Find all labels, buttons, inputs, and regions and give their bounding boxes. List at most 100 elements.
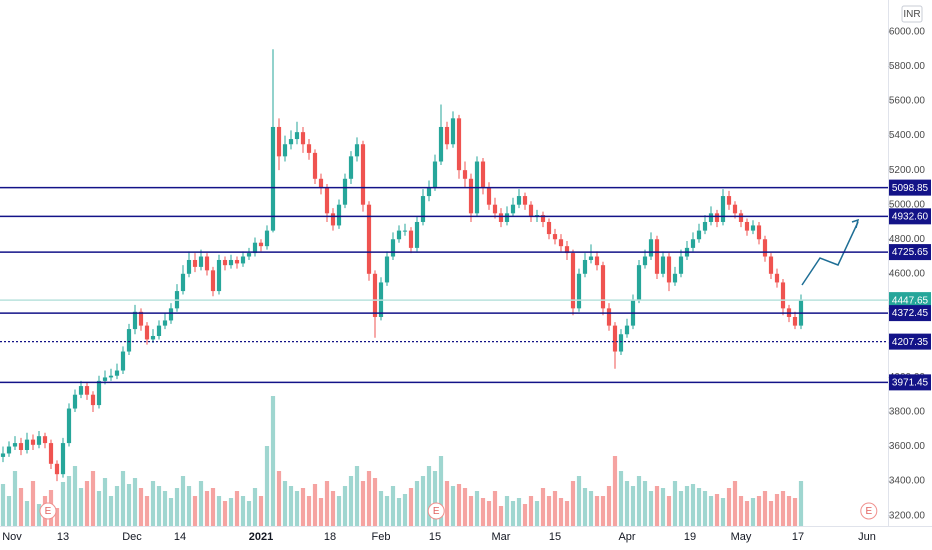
volume-bar <box>660 488 666 526</box>
candle-body <box>732 204 738 214</box>
candle-body <box>180 273 186 292</box>
candle-body <box>276 126 282 157</box>
candle-body <box>342 178 348 205</box>
volume-bar <box>132 478 138 526</box>
volume-bar <box>756 496 762 526</box>
volume-bar <box>564 501 570 526</box>
volume-bar <box>738 496 744 526</box>
x-tick-label: May <box>731 531 752 543</box>
candle-body <box>504 213 510 222</box>
volume-bar <box>678 491 684 526</box>
candle-body <box>6 446 12 454</box>
volume-bar <box>570 481 576 526</box>
volume-bar <box>150 481 156 526</box>
volume-bar <box>66 476 72 526</box>
candle-body <box>510 204 516 214</box>
volume-bar <box>366 471 372 526</box>
candle-body <box>714 213 720 222</box>
candle-body <box>426 187 432 197</box>
volume-bar <box>174 488 180 526</box>
volume-bar <box>618 471 624 526</box>
currency: INR <box>903 9 920 20</box>
volume-bar <box>552 491 558 526</box>
x-tick-label: 13 <box>57 531 69 543</box>
volume-bar <box>294 491 300 526</box>
candle-body <box>18 443 24 450</box>
candle-body <box>246 253 252 257</box>
candle-body <box>120 351 126 371</box>
candle-body <box>138 311 144 326</box>
candle-body <box>144 325 150 340</box>
candle-body <box>654 239 660 274</box>
volume-bar <box>426 466 432 526</box>
volume-bar <box>270 396 276 526</box>
candle-body <box>204 256 210 271</box>
price-label: 4372.45 <box>892 308 929 319</box>
volume-bar <box>252 488 258 526</box>
candle-body <box>78 386 84 395</box>
volume-bar <box>138 488 144 526</box>
volume-bar <box>72 466 78 526</box>
price-label-box <box>889 305 931 322</box>
volume-bar <box>450 486 456 526</box>
volume-bar <box>534 501 540 526</box>
candle-body <box>612 325 618 352</box>
volume-bar <box>222 501 228 526</box>
volume-bar <box>750 498 756 526</box>
candle-body <box>564 246 570 254</box>
volume-bar <box>24 501 30 526</box>
x-tick-label: 2021 <box>249 531 273 543</box>
event-label: E <box>45 506 52 517</box>
candle-body <box>336 204 342 226</box>
volume-bar <box>186 486 192 526</box>
candle-body <box>114 370 120 376</box>
candle-body <box>324 187 330 214</box>
volume-bar <box>210 488 216 526</box>
volume-bar <box>162 491 168 526</box>
candle-body <box>636 265 642 300</box>
volume-bar <box>402 494 408 526</box>
price-label: 4932.60 <box>892 211 929 222</box>
candle-body <box>696 230 702 240</box>
x-tick-label: Mar <box>492 531 511 543</box>
x-tick-label: 17 <box>792 531 804 543</box>
volume-bar <box>168 498 174 526</box>
y-tick-label: 3600.00 <box>889 441 926 452</box>
candle-body <box>186 259 192 274</box>
volume-bar <box>126 484 132 526</box>
volume-bar <box>492 491 498 526</box>
candle-body <box>624 325 630 335</box>
volume-bar <box>516 498 522 526</box>
candle-body <box>288 139 294 145</box>
x-tick-label: Feb <box>372 531 391 543</box>
volume-bar <box>420 476 426 526</box>
candle-body <box>408 230 414 248</box>
candle-body <box>438 126 444 162</box>
candle-body <box>462 170 468 179</box>
candle-body <box>372 273 378 317</box>
price-label: 4447.65 <box>892 295 929 306</box>
candle-body <box>30 439 36 445</box>
volume-bar <box>792 498 798 526</box>
candle-body <box>744 221 750 231</box>
candle-body <box>210 270 216 292</box>
candle-body <box>666 256 672 283</box>
volume-bar <box>180 476 186 526</box>
volume-bar <box>0 484 6 526</box>
candle-body <box>522 196 528 205</box>
candle-body <box>24 439 30 450</box>
event-marker <box>860 502 878 520</box>
volume-bar <box>216 496 222 526</box>
candle-body <box>132 311 138 330</box>
volume-bar <box>378 491 384 526</box>
candle-body <box>90 394 96 406</box>
volume-bar <box>156 486 162 526</box>
y-tick-label: 3800.00 <box>889 407 926 418</box>
candle-body <box>576 273 582 309</box>
x-tick-label: 15 <box>429 531 441 543</box>
candle-body <box>648 239 654 257</box>
volume-bar <box>336 496 342 526</box>
volume-bar <box>390 486 396 526</box>
x-tick-label: Jun <box>858 531 876 543</box>
